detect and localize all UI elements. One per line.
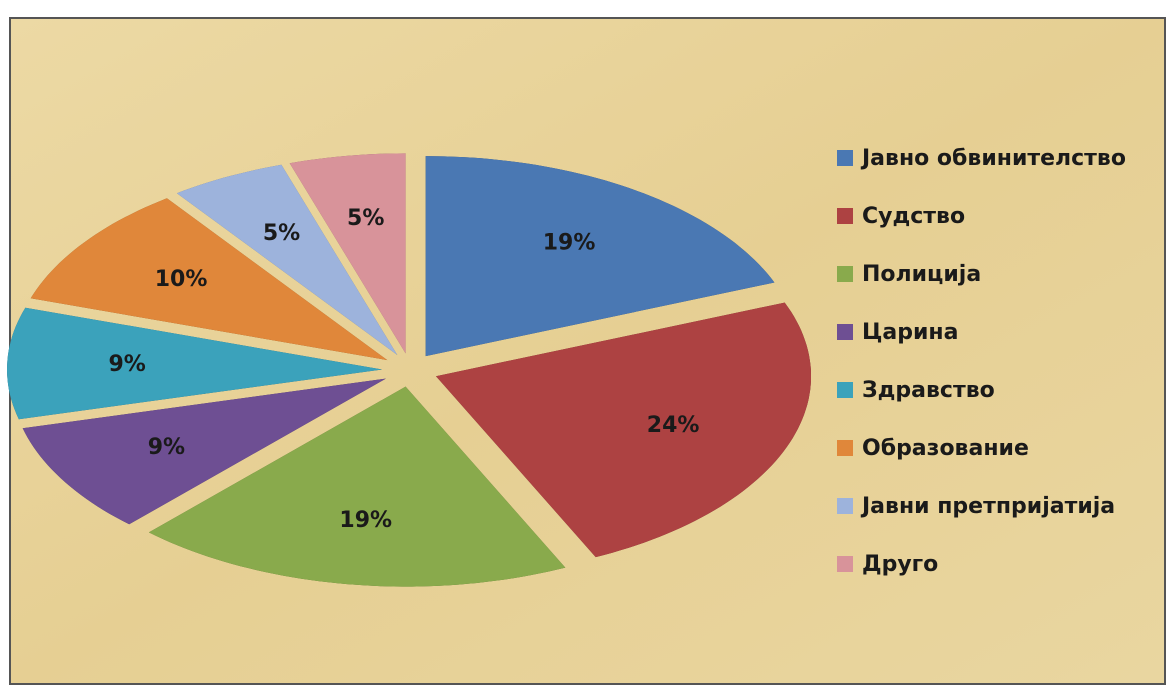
data-label: 9% — [148, 435, 185, 460]
legend-swatch — [837, 324, 853, 340]
legend-label: Царина — [862, 320, 958, 345]
slice — [7, 307, 382, 475]
slice-top — [289, 153, 406, 354]
legend-label: Јавни претпријатија — [860, 494, 1115, 519]
legend-swatch — [837, 498, 853, 514]
data-label: 19% — [543, 231, 596, 256]
legend-swatch — [837, 440, 853, 456]
slice-top — [436, 302, 811, 558]
slice — [148, 386, 566, 642]
slice — [22, 378, 386, 580]
slice-top — [176, 164, 398, 355]
legend-swatch — [837, 266, 853, 282]
legend-label: Здравство — [862, 378, 995, 403]
legend-label: Образование — [862, 436, 1029, 461]
data-label: 9% — [108, 352, 145, 377]
legend-label: Полиција — [862, 262, 981, 287]
legend-swatch — [837, 382, 853, 398]
slice — [30, 198, 388, 416]
legend-label: Друго — [862, 552, 938, 577]
slice — [289, 153, 406, 409]
legend-swatch — [837, 556, 853, 572]
legend: Јавно обвинителство Судство Полиција Царина… — [837, 146, 1126, 577]
data-label: 24% — [647, 413, 700, 438]
slice — [436, 302, 811, 613]
data-label: 5% — [347, 206, 384, 231]
data-label: 10% — [155, 267, 208, 292]
slice — [425, 156, 775, 412]
slice — [176, 164, 398, 410]
slice-top — [148, 386, 566, 587]
legend-swatch — [837, 208, 853, 224]
legend-label: Јавно обвинителство — [860, 146, 1126, 171]
legend-label: Судство — [862, 204, 965, 229]
pie: 19% 24% 19% 9% 9% 10% 5% 5% — [7, 153, 811, 642]
slice-top — [425, 156, 775, 357]
slice-top — [30, 198, 388, 361]
data-label: 5% — [263, 221, 300, 246]
legend-swatch — [837, 150, 853, 166]
slice-top — [7, 307, 382, 420]
slice-top — [22, 378, 386, 525]
data-label: 19% — [339, 508, 392, 533]
